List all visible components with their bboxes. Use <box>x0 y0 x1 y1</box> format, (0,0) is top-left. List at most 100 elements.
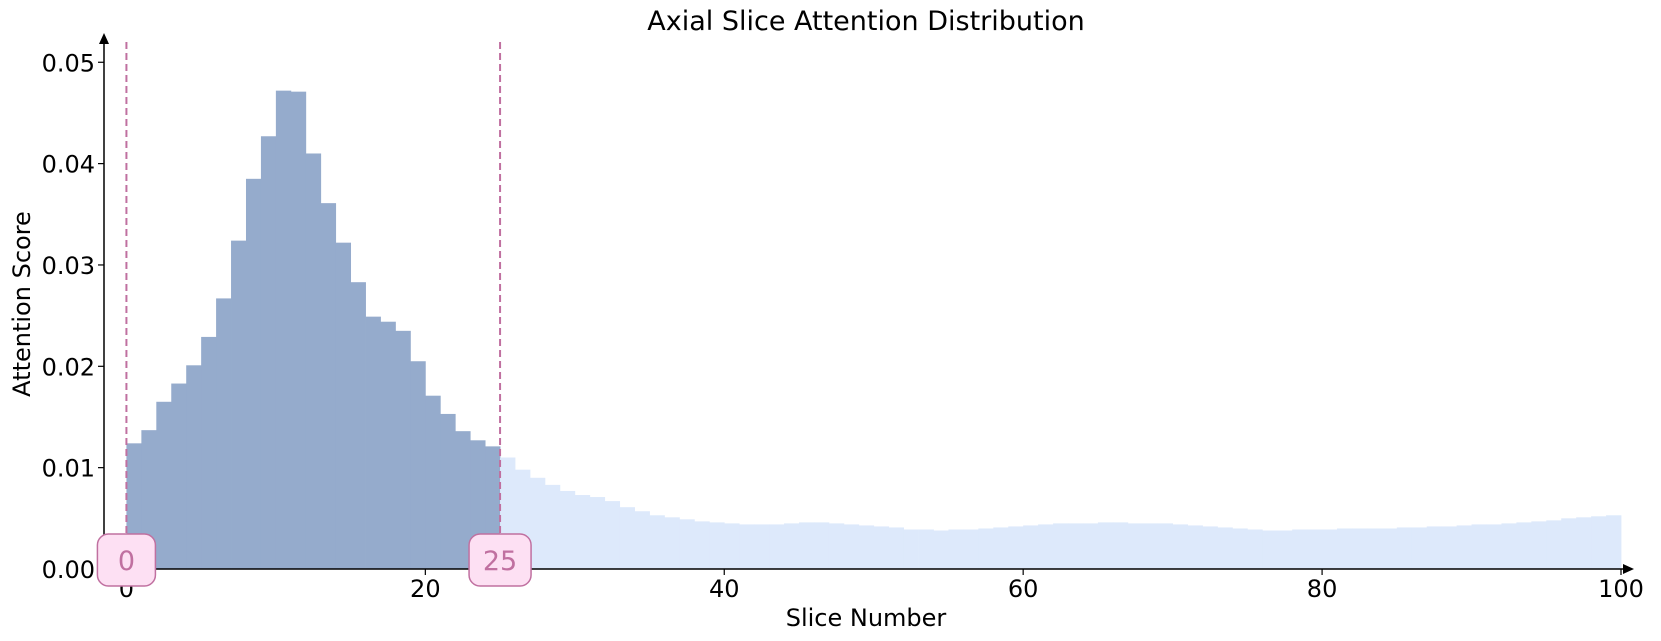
y-tick-label-4: 0.04 <box>42 151 95 179</box>
bar-slice-74 <box>1232 528 1248 569</box>
bar-slice-91 <box>1486 524 1502 569</box>
bar-slice-21 <box>440 413 456 569</box>
marker-label-1: 25 <box>483 546 517 577</box>
bar-slice-20 <box>425 395 441 569</box>
bar-slice-29 <box>559 490 576 569</box>
ticks-group: 0 20 40 60 80 100 0.00 0.01 0.02 0.03 0.04 0.05 <box>42 49 1644 603</box>
bar-slice-60 <box>1023 525 1039 569</box>
bar-slice-69 <box>1157 523 1174 569</box>
bars-group <box>126 90 1622 570</box>
bar-slice-82 <box>1351 528 1368 569</box>
x-tick-label-60: 60 <box>1008 575 1039 603</box>
x-tick-label-80: 80 <box>1307 575 1338 603</box>
bar-slice-58 <box>993 527 1009 569</box>
y-axis-arrow-icon <box>99 33 109 44</box>
bar-slice-76 <box>1262 530 1278 569</box>
bar-slice-95 <box>1546 520 1562 569</box>
bar-slice-93 <box>1516 522 1532 569</box>
bar-slice-46 <box>813 522 830 569</box>
bar-slice-5 <box>201 336 217 569</box>
bar-slice-81 <box>1337 528 1353 569</box>
bar-slice-68 <box>1142 523 1159 569</box>
marker-label-box-1 <box>468 533 532 587</box>
y-tick-label-2: 0.02 <box>42 353 95 381</box>
x-axis-label: Slice Number <box>786 604 947 632</box>
bar-slice-8 <box>245 178 262 569</box>
bar-slice-11 <box>290 91 307 570</box>
bar-slice-53 <box>918 529 934 569</box>
bar-slice-38 <box>694 521 710 569</box>
bar-slice-3 <box>171 383 187 569</box>
bar-slice-45 <box>798 522 815 569</box>
bar-slice-71 <box>1187 525 1203 569</box>
bar-slice-72 <box>1202 526 1218 569</box>
bar-slice-78 <box>1292 529 1308 569</box>
bar-slice-59 <box>1008 526 1024 569</box>
bar-slice-62 <box>1053 523 1069 569</box>
bar-slice-52 <box>903 529 919 569</box>
bar-slice-54 <box>933 530 949 569</box>
bar-slice-88 <box>1441 526 1457 569</box>
bar-slice-94 <box>1531 521 1547 569</box>
bar-slice-30 <box>574 495 591 569</box>
bar-slice-40 <box>724 523 740 569</box>
bar-slice-41 <box>739 524 755 569</box>
x-tick-label-20: 20 <box>410 575 441 603</box>
bar-slice-32 <box>604 501 621 569</box>
marker-label-box-0 <box>96 533 157 587</box>
bar-slice-66 <box>1112 522 1129 569</box>
bar-slice-17 <box>380 321 396 569</box>
bar-slice-15 <box>350 282 366 569</box>
bar-slice-13 <box>320 203 337 569</box>
bar-slice-70 <box>1172 524 1188 569</box>
y-axis-label: Attention Score <box>8 211 36 397</box>
bar-slice-84 <box>1381 528 1398 569</box>
bar-slice-63 <box>1068 523 1084 569</box>
bar-slice-83 <box>1366 528 1383 569</box>
bar-slice-75 <box>1247 529 1263 569</box>
bar-slice-44 <box>784 523 800 569</box>
bar-slice-79 <box>1307 529 1323 569</box>
bar-slice-35 <box>649 515 665 569</box>
bar-slice-73 <box>1217 527 1233 569</box>
bar-slice-33 <box>619 507 635 569</box>
bar-slice-9 <box>260 136 277 569</box>
bar-slice-50 <box>873 526 890 569</box>
bar-slice-43 <box>769 524 785 569</box>
bar-slice-87 <box>1426 526 1443 569</box>
bar-slice-34 <box>634 511 650 569</box>
bar-slice-80 <box>1322 529 1338 569</box>
x-tick-label-100: 100 <box>1598 575 1644 603</box>
x-tick-label-40: 40 <box>709 575 740 603</box>
bar-slice-18 <box>395 330 411 569</box>
y-tick-label-0: 0.00 <box>42 556 95 584</box>
x-axis-arrow-icon <box>1623 564 1634 574</box>
bar-slice-4 <box>186 365 202 569</box>
y-tick-label-3: 0.03 <box>42 252 95 280</box>
bar-slice-10 <box>275 90 292 570</box>
y-tick-label-1: 0.01 <box>42 455 95 483</box>
bar-slice-36 <box>664 517 680 569</box>
bar-slice-6 <box>216 298 232 569</box>
bar-slice-16 <box>365 316 381 569</box>
bar-slice-49 <box>858 525 875 569</box>
bar-slice-48 <box>843 524 860 569</box>
bar-slice-27 <box>529 477 546 569</box>
bar-slice-61 <box>1038 524 1054 569</box>
bar-slice-89 <box>1456 525 1472 569</box>
bar-slice-28 <box>544 484 561 569</box>
bar-slice-12 <box>305 153 322 569</box>
bar-slice-98 <box>1591 516 1607 569</box>
bar-slice-96 <box>1561 518 1577 569</box>
bar-slice-67 <box>1127 523 1144 569</box>
bar-slice-86 <box>1411 527 1428 569</box>
bar-slice-22 <box>455 431 471 569</box>
chart-title: Axial Slice Attention Distribution <box>647 6 1084 37</box>
bar-slice-37 <box>679 519 695 569</box>
bar-slice-7 <box>231 240 247 569</box>
axes-group <box>99 33 1634 574</box>
bar-slice-85 <box>1396 527 1413 569</box>
bar-slice-14 <box>335 242 352 569</box>
marker-label-0: 0 <box>118 546 135 577</box>
